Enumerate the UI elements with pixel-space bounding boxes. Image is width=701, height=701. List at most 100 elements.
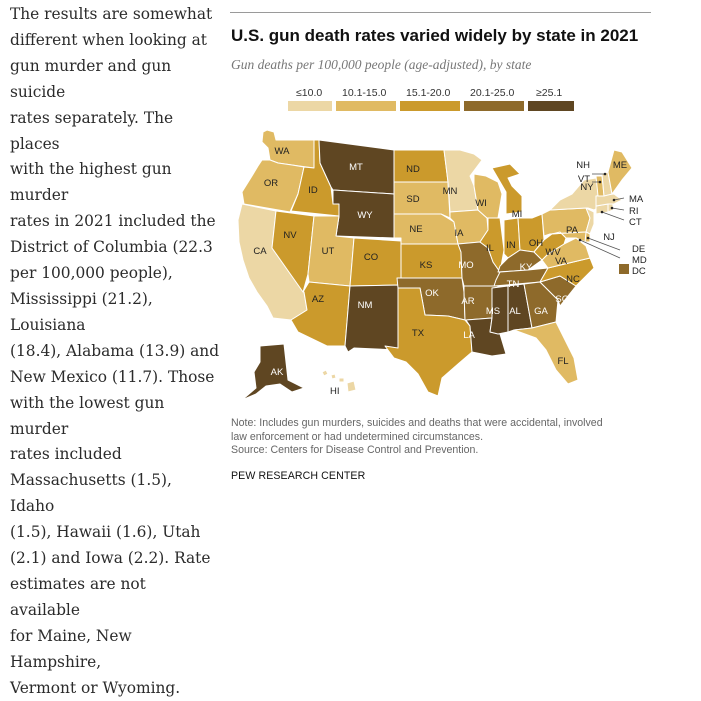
legend-swatch [336,101,396,111]
state-label-ia: IA [455,228,465,239]
legend-label: 10.1-15.0 [342,87,387,99]
state-label-wy: WY [357,210,373,221]
state-label-fl: FL [557,356,568,367]
state-label-la: LA [463,330,475,341]
state-fl [513,321,579,385]
state-me [607,149,633,195]
state-dc-marker [619,264,629,274]
state-ne [393,213,459,245]
state-label-ms: MS [486,306,500,317]
article-line: The results are somewhat [10,5,213,23]
state-label-co: CO [364,252,378,263]
state-label-nj: NJ [603,232,615,243]
state-nm [344,284,402,353]
legend-label: ≥25.1 [536,87,563,99]
state-label-wi: WI [475,198,487,209]
state-label-ne: NE [409,224,422,235]
state-label-in: IN [506,240,516,251]
article-line: New Mexico (11.7). Those [10,367,215,386]
state-hi [321,369,329,377]
state-label-oh: OH [529,238,543,249]
legend-label: 20.1-25.0 [470,87,515,99]
state-hi-island [346,380,357,393]
state-md [549,231,587,243]
state-label-de: DE [632,244,645,255]
state-label-mo: MO [458,260,473,271]
state-label-ca: CA [253,246,267,257]
article-line: Massachusetts (1.5), Idaho [10,471,172,516]
state-labels: WA OR CA ID NV MT WY UT AZ CO NM ND SD N… [253,146,627,378]
leader-lines [579,173,625,259]
state-label-pa: PA [566,225,579,236]
state-nv [271,210,315,293]
state-label-ok: OK [425,288,439,299]
article-line: (2.1) and Iowa (2.2). Rate [10,549,211,568]
us-state-map: WA OR CA ID NV MT WY UT AZ CO NM ND SD N… [237,129,647,401]
state-label-ga: GA [534,306,548,317]
article-line: rates in 2021 included the [10,212,216,231]
article-line: Vermont or Wyoming. [10,678,181,697]
article-line: estimates are not available [10,574,146,619]
state-hi-island [330,373,337,380]
state-label-tn: TN [507,279,520,290]
state-mn [443,149,483,213]
article-line: gun murder and gun suicide [10,56,172,101]
state-sd [393,181,451,219]
legend-swatch [288,101,332,111]
article-line: per 100,000 people), [10,264,173,283]
chart-subtitle: Gun deaths per 100,000 people (age-adjus… [231,57,532,72]
state-mi [491,163,523,215]
state-label-ut: UT [322,246,335,257]
article-text: The results are somewhat different when … [10,2,220,701]
article-line: different when looking at [10,30,207,49]
state-ak [241,343,305,401]
legend-swatch [464,101,524,111]
state-label-ct: CT [629,217,642,228]
state-label-az: AZ [312,294,324,305]
state-label-dc: DC [632,266,646,277]
state-label-me: ME [613,160,627,171]
state-label-ky: KY [520,262,533,273]
legend-label: 15.1-20.0 [406,87,451,99]
state-label-mt: MT [349,162,363,173]
chart-title: U.S. gun death rates varied widely by st… [231,26,639,45]
article-line: for Maine, New Hampshire, [10,626,132,671]
article-line: (1.5), Hawaii (1.6), Utah [10,523,201,542]
state-label-or: OR [264,178,278,189]
article-line: rates separately. The places [10,108,174,153]
article-line: with the lowest gun murder [10,393,165,438]
state-label-il: IL [486,243,494,254]
article-line: (18.4), Alabama (13.9) and [10,341,220,360]
article-line: rates included [10,445,122,464]
state-label-ny: NY [580,182,594,193]
state-label-ma: MA [629,194,644,205]
state-label-hi: HI [330,386,340,397]
state-label-id: ID [308,185,318,196]
state-label-mn: MN [443,186,458,197]
state-ma [595,193,623,207]
state-label-mi: MI [512,209,523,220]
legend-label: ≤10.0 [296,87,323,99]
article-line: with the highest gun murder [10,160,172,205]
callout-labels-right: MA RI CT DE MD DC [629,194,647,277]
note-line: Source: Centers for Disease Control and … [231,444,479,457]
state-label-nc: NC [566,274,580,285]
article-line: Mississippi (21.2), Louisiana [10,289,153,334]
state-label-vt: VT [578,174,590,185]
article-line: District of Columbia (22.3 [10,238,213,257]
state-label-ks: KS [420,260,433,271]
state-label-md: MD [632,255,647,266]
state-label-ak: AK [271,367,284,378]
article-paragraph: The results are somewhat different when … [10,2,220,701]
state-label-nh: NH [576,160,590,171]
top-rule [230,12,651,13]
state-label-nd: ND [406,164,420,175]
state-label-nm: NM [358,300,373,311]
state-ny [549,177,603,211]
note-line: Note: Includes gun murders, suicides and… [231,417,603,429]
source-credit: PEW RESEARCH CENTER [231,470,366,482]
state-nd [393,149,449,183]
note-line: law enforcement or had undetermined circ… [231,430,484,443]
state-label-wv: WV [545,247,561,258]
legend-swatch [400,101,460,111]
